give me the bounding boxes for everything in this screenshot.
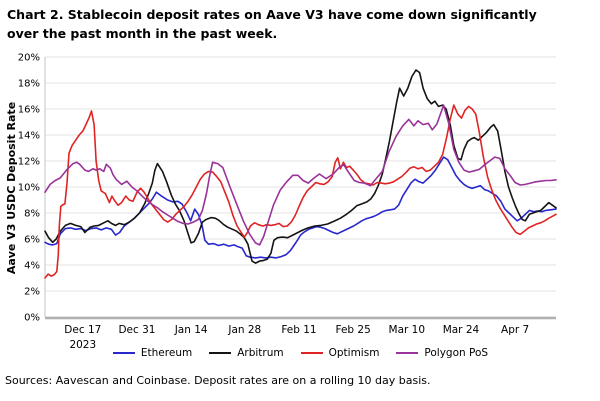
y-tick-label: 20% (18, 53, 40, 64)
x-tick-label: Jan 28 (227, 324, 261, 336)
series-line-optimism (44, 104, 557, 279)
y-tick-label: 4% (24, 261, 40, 272)
legend-item-optimism: Optimism (300, 347, 380, 359)
optimism-line-swatch-icon (300, 351, 323, 355)
series-line-ethereum (44, 156, 557, 259)
x-tick-label: Feb 25 (335, 324, 370, 336)
y-tick-label: 12% (18, 157, 40, 168)
x-tick-label: Feb 11 (281, 324, 316, 336)
y-tick-label: 8% (24, 209, 40, 220)
polygon-pos-line-swatch-icon (396, 351, 419, 355)
chart-title-line1: Chart 2. Stablecoin deposit rates on Aav… (7, 7, 537, 22)
x-axis-year-label: 2023 (69, 339, 96, 351)
y-tick-label: 6% (24, 235, 40, 246)
y-tick-label: 14% (18, 131, 40, 142)
legend-label-ethereum: Ethereum (140, 347, 193, 359)
chart-title-line2: over the past month in the past week. (7, 26, 278, 41)
arbitrum-line-swatch-icon (209, 351, 232, 355)
legend-item-arbitrum: Arbitrum (209, 347, 284, 359)
x-tick-label: Dec 17 (64, 324, 101, 336)
y-tick-label: 0% (24, 313, 40, 324)
legend-label-arbitrum: Arbitrum (237, 347, 284, 359)
x-tick-label: Apr 7 (501, 324, 529, 336)
series-line-polygon-pos (44, 104, 557, 246)
legend-label-optimism: Optimism (328, 347, 380, 359)
chart-title: Chart 2. Stablecoin deposit rates on Aav… (7, 5, 597, 43)
x-tick-label: Dec 31 (118, 324, 155, 336)
y-tick-label: 10% (18, 183, 40, 194)
legend: Ethereum Arbitrum Optimism Polygon PoS (45, 347, 556, 359)
legend-item-polygon-pos: Polygon PoS (396, 347, 488, 359)
x-tick-label: Mar 10 (389, 324, 426, 336)
y-tick-label: 2% (24, 287, 40, 298)
x-tick-label: Mar 24 (443, 324, 480, 336)
y-tick-label: 18% (18, 79, 40, 90)
legend-label-polygon-pos: Polygon PoS (424, 347, 489, 359)
legend-item-ethereum: Ethereum (112, 347, 193, 359)
source-note: Sources: Aavescan and Coinbase. Deposit … (5, 374, 431, 387)
ethereum-line-swatch-icon (112, 351, 135, 355)
y-tick-label: 16% (18, 105, 40, 116)
x-tick-label: Jan 14 (174, 324, 208, 336)
